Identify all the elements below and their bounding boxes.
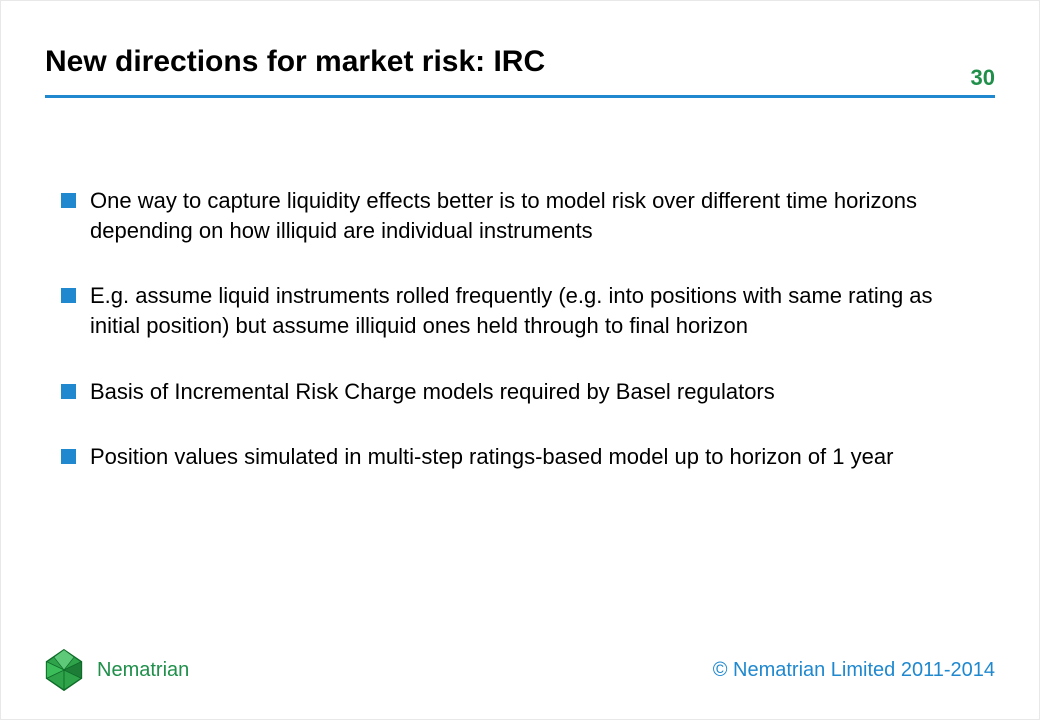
bullet-list: One way to capture liquidity effects bet… [61, 186, 987, 472]
bullet-text: E.g. assume liquid instruments rolled fr… [90, 281, 987, 340]
square-bullet-icon [61, 193, 76, 208]
square-bullet-icon [61, 288, 76, 303]
title-row: New directions for market risk: IRC 30 [45, 45, 995, 91]
slide: New directions for market risk: IRC 30 O… [0, 0, 1040, 720]
slide-header: New directions for market risk: IRC 30 [45, 45, 995, 98]
brand-name: Nematrian [97, 659, 189, 682]
bullet-item: Position values simulated in multi-step … [61, 442, 987, 472]
slide-footer: Nematrian © Nematrian Limited 2011-2014 [41, 647, 995, 693]
copyright: © Nematrian Limited 2011-2014 [713, 659, 995, 682]
bullet-item: E.g. assume liquid instruments rolled fr… [61, 281, 987, 340]
bullet-item: One way to capture liquidity effects bet… [61, 186, 987, 245]
bullet-text: Position values simulated in multi-step … [90, 442, 893, 472]
square-bullet-icon [61, 384, 76, 399]
bullet-text: Basis of Incremental Risk Charge models … [90, 377, 775, 407]
square-bullet-icon [61, 449, 76, 464]
title-rule [45, 95, 995, 98]
bullet-item: Basis of Incremental Risk Charge models … [61, 377, 987, 407]
slide-title: New directions for market risk: IRC [45, 45, 545, 79]
nematrian-logo-icon [41, 647, 87, 693]
brand: Nematrian [41, 647, 189, 693]
slide-body: One way to capture liquidity effects bet… [61, 186, 987, 508]
slide-number: 30 [971, 65, 995, 91]
bullet-text: One way to capture liquidity effects bet… [90, 186, 987, 245]
